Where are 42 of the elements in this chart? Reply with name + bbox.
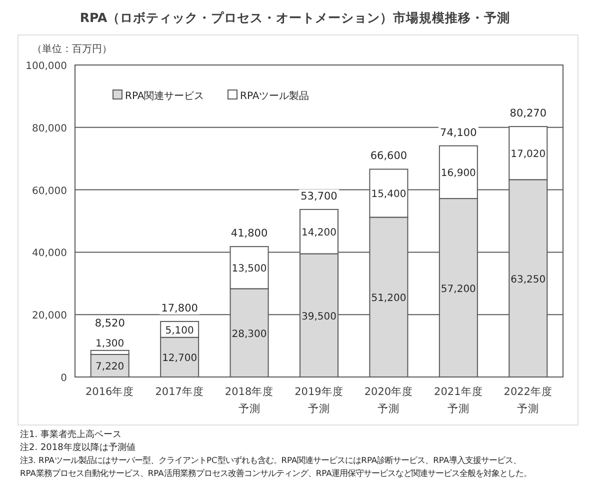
y-tick-label: 80,000: [32, 123, 67, 134]
text: 注1. 事業者売上高ベース: [20, 429, 122, 440]
text: 注2. 2018年度以降は予測値: [20, 442, 136, 453]
x-tick-label: 2017年度: [155, 385, 204, 398]
data-label: 17,020: [510, 149, 546, 160]
legend-label: RPA関連サービス: [125, 90, 204, 102]
total-label: 53,700: [300, 190, 338, 202]
x-tick-label: 2019年度予測: [294, 385, 344, 415]
total-label: 80,270: [510, 108, 547, 120]
data-label: 15,400: [371, 189, 406, 200]
y-tick-label: 0: [60, 373, 67, 384]
y-axis-title: （単位：百万円）: [32, 43, 112, 55]
y-tick-label: 20,000: [32, 310, 67, 322]
text: 注3. RPAツール製品にはサーバー型、クライアントPC型いずれも含む。RPA関連サービスにはRPA診断サービス、RPA導入支援サービス、: [20, 455, 522, 465]
data-label: 57,200: [440, 284, 476, 295]
text: RPA業務プロセス自動化サービス、RPA活用業務プロセス改善コンサルティング、RPA運用保守サービスなど関連サービス全般を対象とした。: [20, 468, 532, 478]
data-label: 16,900: [440, 168, 476, 180]
data-label: 7,220: [96, 362, 124, 373]
x-tick-label: 2021年度予測: [434, 385, 483, 415]
x-tick-label: 2016年度: [85, 385, 134, 398]
x-tick-label: 2020年度予測: [364, 385, 414, 415]
data-label: 1,300: [96, 338, 124, 350]
data-label: 28,300: [232, 328, 267, 340]
data-label: 39,500: [302, 311, 336, 322]
data-label: 13,500: [232, 264, 267, 275]
legend-label: RPAツール製品: [240, 90, 310, 102]
data-label: 63,250: [510, 274, 546, 286]
data-label: 5,100: [165, 325, 194, 336]
x-tick-label: 2022年度予測: [504, 385, 553, 415]
total-label: 8,520: [94, 317, 125, 330]
y-tick-label: 60,000: [32, 186, 67, 197]
total-label: 74,100: [440, 126, 477, 139]
data-label: 51,200: [371, 293, 406, 304]
total-label: 66,600: [370, 150, 408, 162]
chart-title: RPA（ロボティック・プロセス・オートメーション）市場規模推移・予測: [80, 10, 510, 25]
data-label: 12,700: [162, 353, 198, 364]
y-tick-label: 100,000: [26, 61, 67, 72]
total-label: 41,800: [230, 228, 268, 240]
data-label: 14,200: [302, 228, 336, 239]
total-label: 17,800: [161, 302, 198, 314]
x-tick-label: 2018年度予測: [224, 385, 274, 415]
y-tick-label: 40,000: [32, 248, 67, 260]
